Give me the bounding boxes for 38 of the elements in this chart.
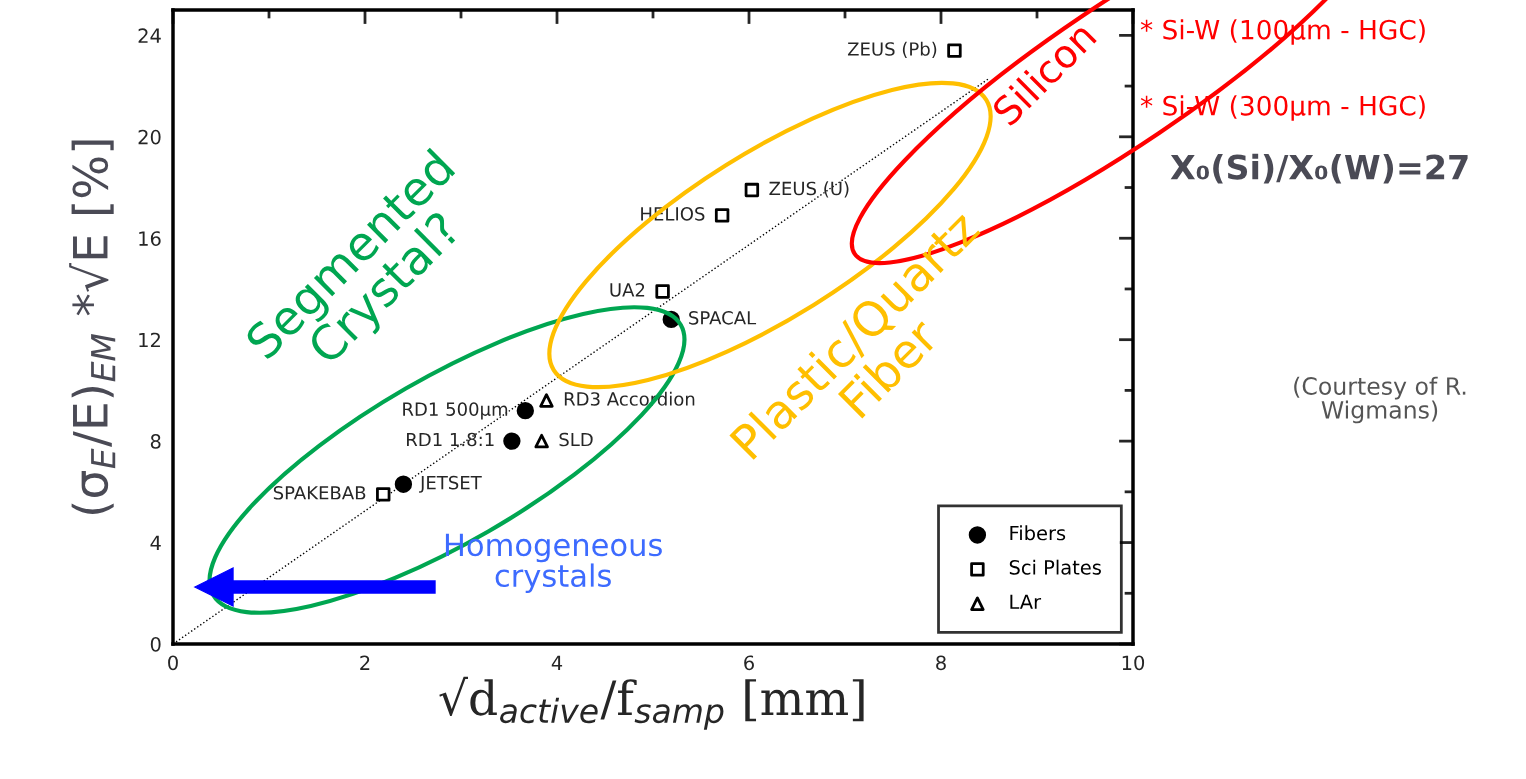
annotation: ZEUS (Pb) (847, 41, 937, 58)
y-tick-label: 4 (150, 535, 161, 550)
y-tick-label: 24 (138, 28, 161, 43)
point (376, 487, 391, 502)
annotation: UA2 (610, 283, 645, 297)
text: X₀(Si)/X₀(W)=27 (1170, 153, 1468, 184)
annotation: RD1 1.8:1 (407, 432, 494, 447)
point (655, 284, 670, 299)
text: (Courtesy of R. Wigmans) (1294, 376, 1466, 424)
y-axis-title: (σ$_{E}$/E)$_{EM}$ *√E [%] (69, 140, 116, 514)
point (539, 393, 554, 408)
y-tick-label: 0 (150, 636, 161, 652)
point (516, 402, 534, 420)
x-tick-label: 0 (168, 655, 178, 671)
annotation: JETSET (419, 475, 482, 493)
point (744, 182, 760, 198)
point (714, 208, 730, 223)
legend-label: Sci Plates (1009, 559, 1101, 575)
point (394, 475, 413, 493)
point (534, 433, 549, 449)
annotation: RD1 500µm (403, 402, 508, 420)
legend-label: LAr (1010, 594, 1042, 609)
x-tick-label: 2 (360, 655, 370, 670)
legend-label: Fibers (1010, 525, 1066, 541)
annotation: SLD (559, 432, 593, 447)
y-tick-label: 12 (139, 332, 160, 348)
x-tick-label: 8 (936, 655, 946, 671)
x-tick-label: 4 (551, 655, 563, 670)
y-tick-label: 8 (150, 434, 161, 449)
annotation: SPAKEBAB (273, 485, 366, 500)
y-tick-label: 20 (138, 129, 161, 145)
x-tick-label: 10 (1122, 655, 1145, 671)
y-tick-label: 16 (139, 231, 161, 246)
point (503, 432, 521, 450)
annotation: ZEUS (U) (769, 181, 849, 198)
x-axis-title: √d$_{active}$/f$_{samp}$ [mm] (439, 676, 864, 730)
point (947, 43, 962, 58)
x-tick-label: 6 (744, 655, 754, 671)
